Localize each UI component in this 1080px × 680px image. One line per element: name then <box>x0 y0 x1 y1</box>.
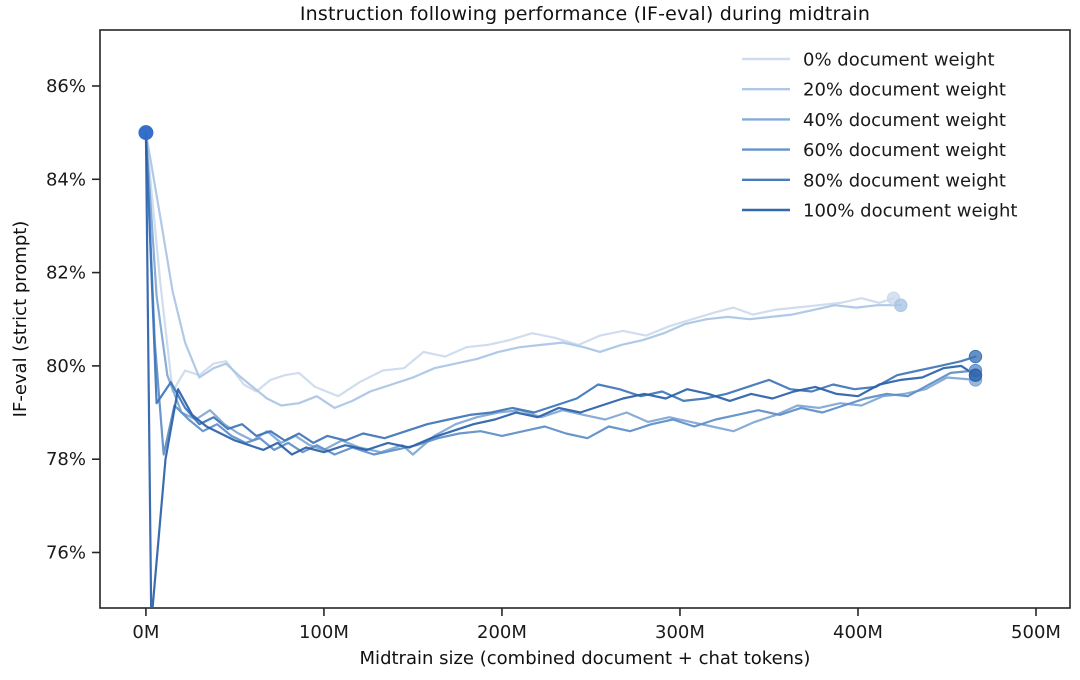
y-tick-label: 82% <box>46 263 86 284</box>
y-tick-label: 78% <box>46 449 86 470</box>
legend: 0% document weight 20% document weight 40%… <box>742 50 1017 222</box>
series-line-4 <box>144 131 977 444</box>
y-axis: 76% 78% 80% 82% 84% 86% <box>46 76 100 563</box>
end-marker-4 <box>968 349 983 364</box>
y-tick-label: 86% <box>46 76 86 97</box>
legend-label-4: 80% document weight <box>803 170 1006 191</box>
axes-box <box>99 29 1071 609</box>
x-tick-label: 400M <box>833 622 883 643</box>
series-line-2 <box>144 131 977 456</box>
legend-label-5: 100% document weight <box>803 201 1017 222</box>
end-marker-1 <box>894 298 908 312</box>
x-tick-label: 300M <box>655 622 705 643</box>
y-axis-label: IF-eval (strict prompt) <box>10 221 31 418</box>
x-axis: 0M 100M 200M 300M 400M 500M <box>132 608 1061 643</box>
x-tick-label: 200M <box>477 622 527 643</box>
x-axis-label: Midtrain size (combined document + chat … <box>360 648 811 669</box>
x-tick-label: 100M <box>299 622 349 643</box>
end-marker-5 <box>968 368 983 382</box>
series-lines <box>144 131 977 608</box>
legend-label-3: 60% document weight <box>803 140 1006 161</box>
y-tick-label: 76% <box>46 542 86 563</box>
y-tick-label: 84% <box>46 169 86 190</box>
legend-label-1: 20% document weight <box>803 80 1006 101</box>
legend-label-2: 40% document weight <box>803 110 1006 131</box>
x-tick-label: 0M <box>132 622 159 643</box>
series-line-3 <box>144 131 977 456</box>
start-marker <box>138 125 154 141</box>
chart-title: Instruction following performance (IF-ev… <box>299 3 871 25</box>
x-tick-label: 500M <box>1011 622 1061 643</box>
series-line-5 <box>144 131 977 608</box>
series-line-1 <box>144 131 902 409</box>
series-line-0 <box>144 131 895 398</box>
legend-label-0: 0% document weight <box>803 50 995 71</box>
end-markers <box>886 291 983 387</box>
y-tick-label: 80% <box>46 356 86 377</box>
